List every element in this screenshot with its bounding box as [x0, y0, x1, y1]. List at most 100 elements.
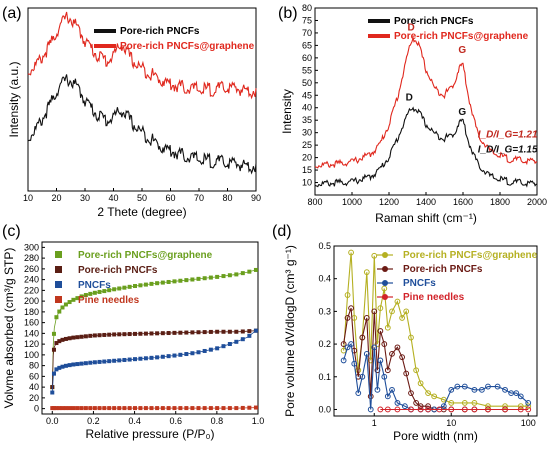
data-point-2 [344, 344, 351, 351]
x-tick-label: 1000 [342, 197, 362, 207]
data-point-1 [240, 329, 245, 334]
legend-label: Pore-rich PNCFs@graphene [403, 250, 538, 261]
data-point-3 [196, 406, 201, 411]
data-point-0 [431, 393, 438, 400]
data-point-0 [502, 403, 508, 410]
data-point-2 [227, 342, 232, 347]
data-point-2 [166, 354, 171, 359]
data-point-1 [67, 336, 72, 341]
x-tick-label: 80 [222, 193, 232, 203]
data-point-1 [371, 308, 378, 315]
data-point-2 [102, 359, 107, 364]
data-point-0 [417, 380, 424, 387]
data-point-2 [359, 373, 366, 380]
data-point-2 [348, 341, 354, 347]
legend-marker [55, 266, 62, 273]
data-point-2 [196, 350, 201, 355]
data-point-0 [79, 294, 84, 299]
data-point-0 [117, 286, 122, 291]
x-tick-label: 40 [108, 193, 118, 203]
data-point-1 [166, 331, 171, 336]
data-point-3 [234, 406, 239, 411]
data-point-1 [172, 330, 177, 335]
y-tick-label: 0.5 [318, 241, 331, 251]
data-point-2 [122, 357, 127, 362]
data-point-0 [190, 277, 195, 282]
y-tick-label: 40 [302, 103, 312, 113]
legend-label: Pore-rich PNCFs@graphene [394, 31, 529, 42]
x-tick-label: 2000 [527, 197, 547, 207]
y-tick-label: 0.3 [318, 306, 331, 316]
data-point-1 [196, 330, 201, 335]
data-point-2 [138, 356, 143, 361]
data-point-0 [471, 400, 478, 406]
y-tick-label: 300 [24, 242, 39, 252]
data-point-2 [54, 367, 59, 372]
data-point-2 [208, 347, 213, 352]
data-point-3 [215, 406, 220, 411]
data-point-2 [478, 386, 485, 393]
data-point-3 [377, 406, 384, 413]
data-point-3 [97, 406, 102, 411]
data-point-0 [403, 308, 410, 315]
y-tick-label: 80 [302, 3, 312, 13]
data-point-2 [454, 383, 461, 390]
data-point-1 [160, 331, 165, 336]
data-point-0 [83, 293, 88, 298]
data-point-2 [340, 357, 347, 364]
annotation-ratio-black: I_D/I_G=1.15 [478, 145, 538, 156]
data-point-2 [513, 390, 520, 397]
data-point-2 [71, 362, 76, 367]
y-tick-label: 35 [302, 115, 312, 125]
panel-b-raman-chart: 800 1000 1200 1400 1600 1800 2000 10 15 20 25 30 35 4… [280, 3, 547, 225]
data-point-3 [525, 406, 532, 413]
data-point-2 [92, 360, 97, 365]
legend-marker [382, 294, 388, 300]
data-point-3 [57, 406, 62, 411]
panel-b-letter: (b) [278, 5, 298, 22]
data-point-3 [51, 406, 56, 411]
data-point-0 [525, 403, 532, 410]
legend-marker [55, 251, 62, 258]
data-point-2 [67, 363, 72, 368]
data-point-0 [253, 267, 258, 272]
data-point-1 [363, 315, 370, 321]
data-point-1 [102, 332, 107, 337]
x-tick-label: 1200 [379, 197, 399, 207]
data-point-3 [202, 406, 207, 411]
data-point-0 [408, 334, 414, 341]
y-tick-label: 70 [302, 28, 312, 38]
series-line-0 [314, 106, 538, 188]
data-point-0 [399, 315, 406, 321]
data-point-3 [122, 406, 127, 411]
y-axis-title: Intensity [280, 89, 294, 134]
legend-marker [382, 266, 388, 272]
data-point-0 [208, 275, 213, 280]
data-point-0 [348, 249, 354, 256]
data-point-3 [92, 406, 97, 411]
data-point-0 [127, 284, 132, 289]
data-point-0 [102, 289, 107, 294]
data-point-2 [97, 359, 102, 364]
data-point-3 [448, 406, 455, 413]
data-point-1 [143, 331, 148, 336]
y-tick-label: 15 [302, 165, 312, 175]
data-point-3 [117, 406, 122, 411]
data-point-3 [436, 406, 443, 413]
x-tick-label: 0.2 [87, 416, 100, 426]
data-point-2 [502, 386, 508, 393]
data-point-1 [234, 329, 239, 334]
legend-label: Pore-rich PNCFs [403, 264, 483, 275]
y-tick-label: 0.4 [318, 274, 331, 284]
data-point-2 [112, 358, 117, 363]
data-point-0 [485, 403, 491, 410]
data-point-2 [184, 352, 189, 357]
data-point-2 [471, 386, 478, 393]
data-point-2 [440, 403, 447, 410]
data-point-1 [51, 347, 56, 352]
annotation-d-black: D [406, 92, 413, 103]
y-tick-label: 20 [29, 393, 39, 403]
data-point-1 [107, 332, 112, 337]
y-tick-label: 65 [302, 40, 312, 50]
y-tick-label: 120 [24, 339, 39, 349]
